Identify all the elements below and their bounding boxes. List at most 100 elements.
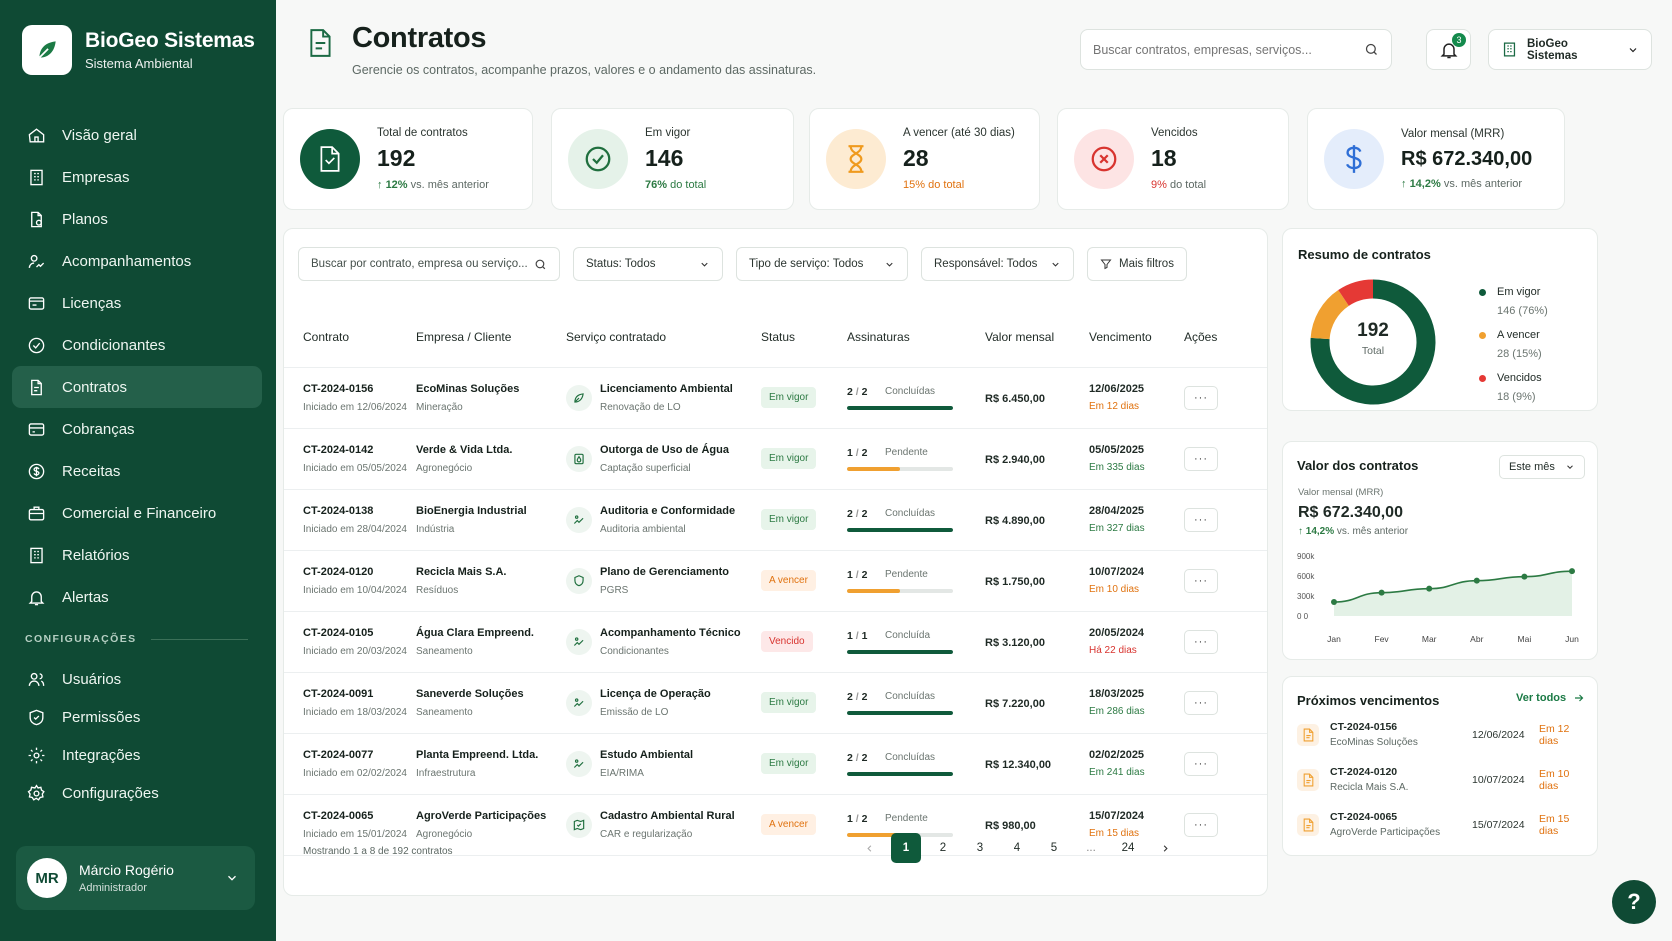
- see-all-link[interactable]: Ver todos: [1516, 692, 1585, 704]
- y-tick-label: 300k: [1297, 592, 1315, 601]
- contract-id[interactable]: CT-2024-0138: [303, 504, 374, 517]
- signature-status: Concluídas: [885, 691, 936, 702]
- row-actions-button[interactable]: ···: [1184, 385, 1218, 410]
- nav-item-empresas[interactable]: Empresas: [12, 156, 262, 198]
- upcoming-company: Recicla Mais S.A.: [1330, 782, 1409, 793]
- table-row[interactable]: CT-2024-0065 Iniciado em 15/01/2024 AgroV…: [284, 794, 1267, 856]
- nav-item-cobrancas[interactable]: Cobranças: [12, 408, 262, 450]
- help-button[interactable]: ?: [1612, 880, 1656, 924]
- nav-item-alertas[interactable]: Alertas: [12, 576, 262, 618]
- contract-id[interactable]: CT-2024-0065: [303, 809, 374, 822]
- nav-item-receitas[interactable]: Receitas: [12, 450, 262, 492]
- nav-item-configuracoes[interactable]: Configurações: [12, 774, 262, 812]
- data-point[interactable]: [1426, 585, 1433, 592]
- cell-company: BioEnergia Industrial Indústria: [416, 489, 566, 551]
- signature-status: Concluída: [885, 630, 931, 641]
- table-search-input[interactable]: Buscar por contrato, empresa ou serviço.…: [298, 247, 560, 281]
- nav-item-integracoes[interactable]: Integrações: [12, 736, 262, 774]
- status-filter[interactable]: Status: Todos: [573, 247, 723, 281]
- table-row[interactable]: CT-2024-0091 Iniciado em 18/03/2024 Sanev…: [284, 672, 1267, 734]
- row-actions-button[interactable]: ···: [1184, 629, 1218, 654]
- contract-id[interactable]: CT-2024-0077: [303, 748, 374, 761]
- notifications-button[interactable]: 3: [1426, 29, 1471, 70]
- page-button-24[interactable]: 24: [1121, 842, 1135, 854]
- data-point[interactable]: [1378, 589, 1385, 596]
- search-input[interactable]: [1093, 42, 1343, 57]
- document-icon: [1297, 813, 1319, 836]
- cell-actions: ···: [1184, 672, 1267, 734]
- global-search[interactable]: [1080, 29, 1392, 70]
- page-button-4[interactable]: 4: [1013, 842, 1021, 854]
- column-header-valor[interactable]: Valor mensal: [985, 307, 1089, 368]
- page-button-3[interactable]: 3: [976, 842, 984, 854]
- row-actions-button[interactable]: ···: [1184, 507, 1218, 532]
- table-row[interactable]: CT-2024-0138 Iniciado em 28/04/2024 BioEn…: [284, 489, 1267, 551]
- responsible-filter[interactable]: Responsável: Todos: [921, 247, 1074, 281]
- contract-start: Iniciado em 02/02/2024: [303, 767, 407, 779]
- column-header-vencimento[interactable]: Vencimento: [1089, 307, 1184, 368]
- nav-item-comercial-financeiro[interactable]: Comercial e Financeiro: [12, 492, 262, 534]
- page-title: Contratos: [352, 22, 487, 54]
- due-note: Em 241 dias: [1089, 767, 1145, 778]
- row-actions-button[interactable]: ···: [1184, 568, 1218, 593]
- more-filters-button[interactable]: Mais filtros: [1087, 247, 1187, 281]
- data-point[interactable]: [1473, 577, 1480, 584]
- table-row[interactable]: CT-2024-0142 Iniciado em 05/05/2024 Verde…: [284, 428, 1267, 490]
- data-point[interactable]: [1331, 599, 1337, 605]
- upcoming-contract-id: CT-2024-0120: [1330, 766, 1398, 778]
- table-row[interactable]: CT-2024-0077 Iniciado em 02/02/2024 Plant…: [284, 733, 1267, 795]
- column-header-empresa[interactable]: Empresa / Cliente: [416, 307, 566, 368]
- contract-id[interactable]: CT-2024-0120: [303, 565, 374, 578]
- row-actions-button[interactable]: ···: [1184, 812, 1218, 837]
- nav-item-condicionantes[interactable]: Condicionantes: [12, 324, 262, 366]
- nav-item-permissoes[interactable]: Permissões: [12, 698, 262, 736]
- user-name: Márcio Rogério: [79, 862, 174, 878]
- row-actions-button[interactable]: ···: [1184, 751, 1218, 776]
- nav-item-acompanhamentos[interactable]: Acompanhamentos: [12, 240, 262, 282]
- period-selector[interactable]: Este mês: [1499, 455, 1585, 479]
- nav-item-visao-geral[interactable]: Visão geral: [12, 114, 262, 156]
- table-row[interactable]: CT-2024-0120 Iniciado em 10/04/2024 Recic…: [284, 550, 1267, 612]
- column-header-assinaturas[interactable]: Assinaturas: [847, 307, 985, 368]
- upcoming-item[interactable]: CT-2024-0065 AgroVerde Participações 15/0…: [1297, 811, 1585, 838]
- nav-item-label: Cobranças: [62, 420, 135, 438]
- organization-selector[interactable]: BioGeo Sistemas: [1488, 29, 1652, 70]
- donut-center-value: 192: [1357, 320, 1389, 341]
- bell-icon: [1440, 42, 1457, 58]
- building-icon: [30, 169, 43, 185]
- next-page-button[interactable]: [1150, 833, 1180, 863]
- prev-page-button[interactable]: [854, 833, 884, 863]
- filters-bar: Buscar por contrato, empresa ou serviço.…: [298, 247, 1187, 281]
- data-point[interactable]: [1521, 573, 1528, 580]
- contract-id[interactable]: CT-2024-0156: [303, 382, 374, 395]
- column-header-servico[interactable]: Serviço contratado: [566, 307, 761, 368]
- upcoming-item[interactable]: CT-2024-0120 Recicla Mais S.A. 10/07/2024…: [1297, 766, 1585, 793]
- cell-company: Planta Empreend. Ltda. Infraestrutura: [416, 733, 566, 795]
- data-point[interactable]: [1569, 568, 1575, 575]
- nav-item-contratos[interactable]: Contratos: [12, 366, 262, 408]
- page-button-2[interactable]: 2: [939, 842, 947, 854]
- contract-start: Iniciado em 15/01/2024: [303, 828, 407, 840]
- nav-item-planos[interactable]: Planos: [12, 198, 262, 240]
- contract-id[interactable]: CT-2024-0091: [303, 687, 374, 700]
- upcoming-item[interactable]: CT-2024-0156 EcoMinas Soluções 12/06/2024…: [1297, 721, 1585, 748]
- document-icon: [1297, 768, 1319, 791]
- nav-item-label: Acompanhamentos: [62, 252, 192, 270]
- mrr-label: Valor mensal (MRR): [1298, 487, 1384, 498]
- table-row[interactable]: CT-2024-0156 Iniciado em 12/06/2024 EcoMi…: [284, 367, 1267, 429]
- page-button-5[interactable]: 5: [1050, 842, 1058, 854]
- user-menu[interactable]: MR Márcio Rogério Administrador: [16, 846, 255, 910]
- service-type-filter[interactable]: Tipo de serviço: Todos: [736, 247, 908, 281]
- brand[interactable]: BioGeo Sistemas Sistema Ambiental: [22, 25, 255, 75]
- nav-item-relatorios[interactable]: Relatórios: [12, 534, 262, 576]
- nav-item-licencas[interactable]: Licenças: [12, 282, 262, 324]
- page-button-1[interactable]: 1: [891, 833, 921, 863]
- row-actions-button[interactable]: ···: [1184, 690, 1218, 715]
- column-header-status[interactable]: Status: [761, 307, 847, 368]
- nav-item-usuarios[interactable]: Usuários: [12, 660, 262, 698]
- contract-id[interactable]: CT-2024-0142: [303, 443, 374, 456]
- row-actions-button[interactable]: ···: [1184, 446, 1218, 471]
- table-row[interactable]: CT-2024-0105 Iniciado em 20/03/2024 Água …: [284, 611, 1267, 673]
- contract-id[interactable]: CT-2024-0105: [303, 626, 374, 639]
- column-header-contrato[interactable]: Contrato: [284, 307, 416, 368]
